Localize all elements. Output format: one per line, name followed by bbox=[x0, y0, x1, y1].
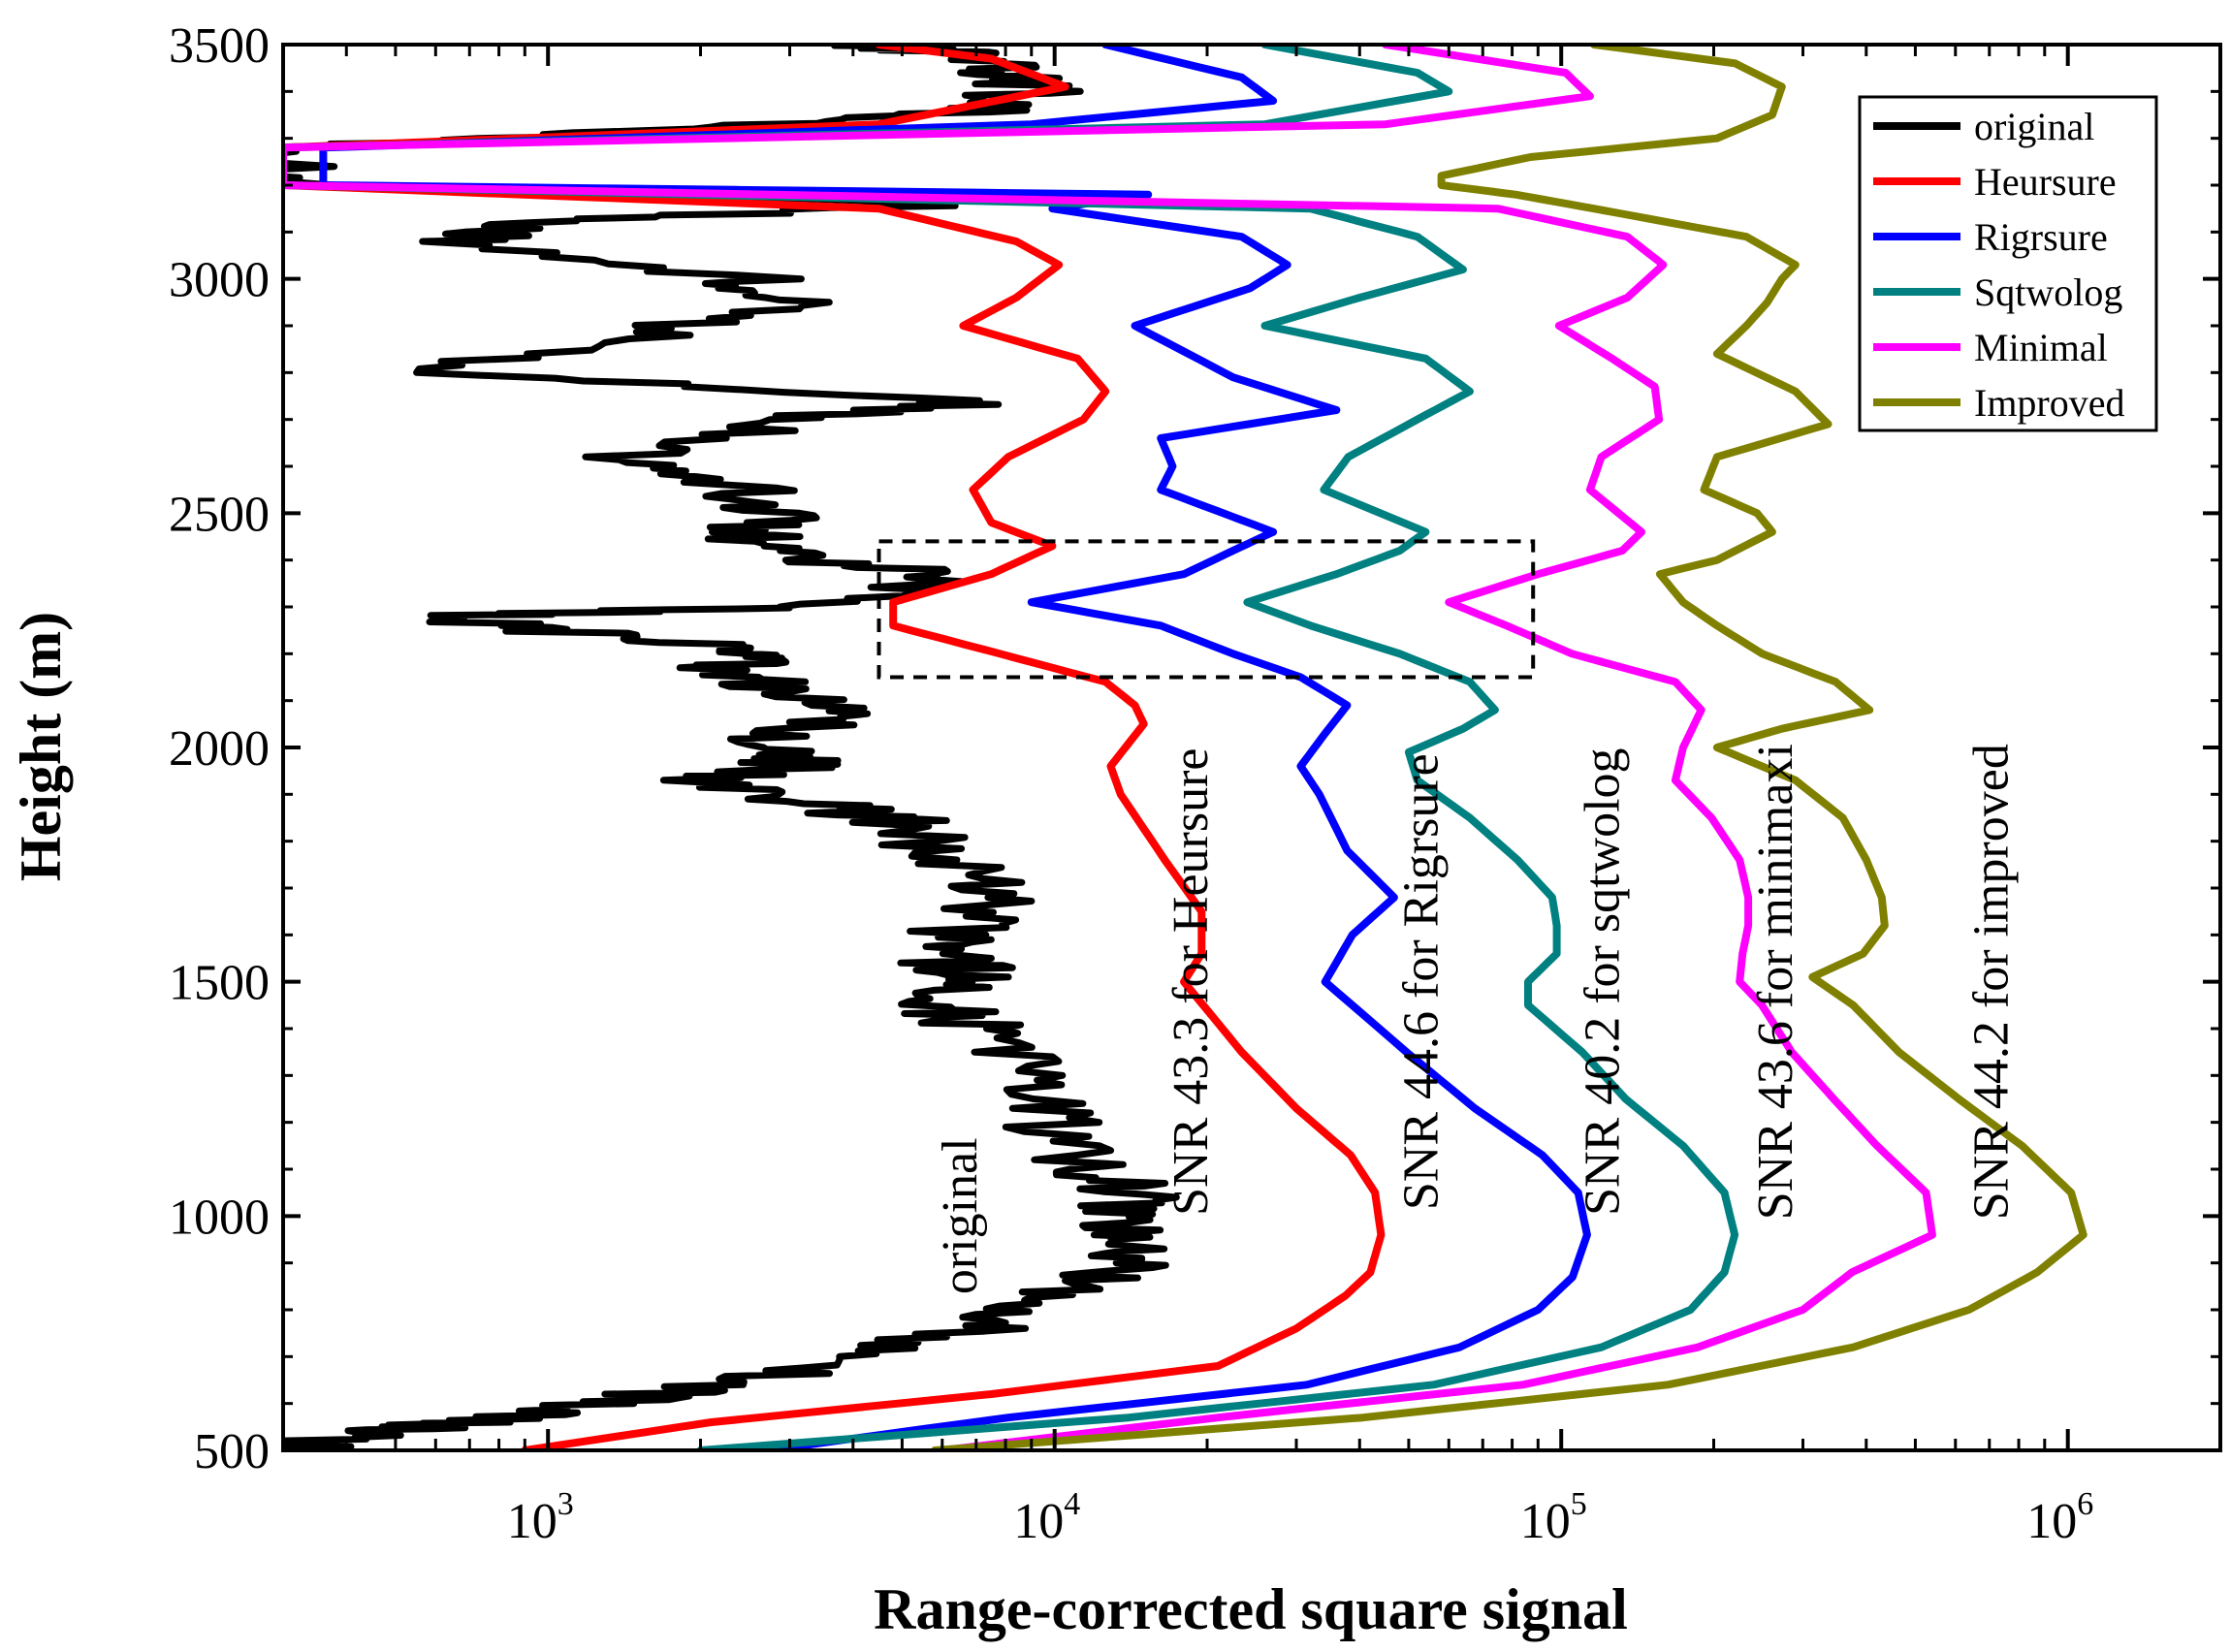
y-axis: 500 1000 1500 2000 2500 3000 3500 bbox=[169, 18, 2220, 1479]
legend-entries: original Heursure Rigrsure Sqtwolog Minimal I… bbox=[1873, 105, 2125, 425]
series-line-rigrsure bbox=[319, 45, 1591, 1450]
legend-label-improved: Improved bbox=[1974, 381, 2125, 425]
annotation-label: SNR 43.3 for Heursure bbox=[1163, 748, 1219, 1216]
y-tick-label: 2500 bbox=[169, 487, 270, 542]
y-axis-label: Height (m) bbox=[9, 612, 73, 881]
y-tick-label: 1000 bbox=[169, 1190, 270, 1245]
series-layer bbox=[283, 45, 2088, 1450]
series-line-minimal bbox=[283, 45, 1936, 1450]
series-line-heursure bbox=[283, 45, 1386, 1450]
legend-label-heursure: Heursure bbox=[1974, 160, 2117, 204]
legend: original Heursure Rigrsure Sqtwolog Minimal I… bbox=[1858, 95, 2158, 432]
annotation-label: SNR 44.6 for Rigrsure bbox=[1394, 753, 1450, 1210]
legend-label-minimal: Minimal bbox=[1974, 326, 2108, 369]
legend-label-original: original bbox=[1974, 105, 2094, 148]
annotation-layer: original SNR 43.3 for Heursure SNR 44.6 fo… bbox=[933, 744, 2020, 1294]
x-axis: 103 104 105 106 bbox=[281, 45, 2222, 1549]
x-tick-label: 105 bbox=[1520, 1486, 1587, 1549]
y-tick-label: 500 bbox=[194, 1424, 270, 1479]
annotation-label: SNR 40.2 for sqtwolog bbox=[1576, 747, 1631, 1215]
x-axis-label: Range-corrected square signal bbox=[874, 1577, 1628, 1641]
x-tick-label: 106 bbox=[2026, 1486, 2093, 1549]
highlight-box-layer bbox=[876, 539, 1536, 680]
y-tick-label: 3000 bbox=[169, 253, 270, 308]
x-tick-label: 104 bbox=[1013, 1486, 1080, 1549]
y-tick-label: 1500 bbox=[169, 956, 270, 1011]
legend-box bbox=[1858, 95, 2158, 432]
series-line-original bbox=[283, 45, 1180, 1450]
x-tick-label: 103 bbox=[507, 1486, 574, 1549]
annotation-label: SNR 44.2 for improved bbox=[1963, 744, 2019, 1220]
highlight-box bbox=[876, 539, 1536, 680]
series-line-sqtwolog bbox=[283, 45, 1739, 1450]
y-tick-label: 2000 bbox=[169, 721, 270, 777]
annotation-label: original bbox=[933, 1137, 988, 1294]
legend-label-sqtwolog: Sqtwolog bbox=[1974, 270, 2122, 314]
series-line-improved bbox=[931, 45, 2088, 1450]
annotation-label: SNR 43.6 for minimaxi bbox=[1748, 744, 1803, 1220]
legend-label-rigrsure: Rigrsure bbox=[1974, 215, 2108, 259]
y-tick-label: 3500 bbox=[169, 18, 270, 74]
